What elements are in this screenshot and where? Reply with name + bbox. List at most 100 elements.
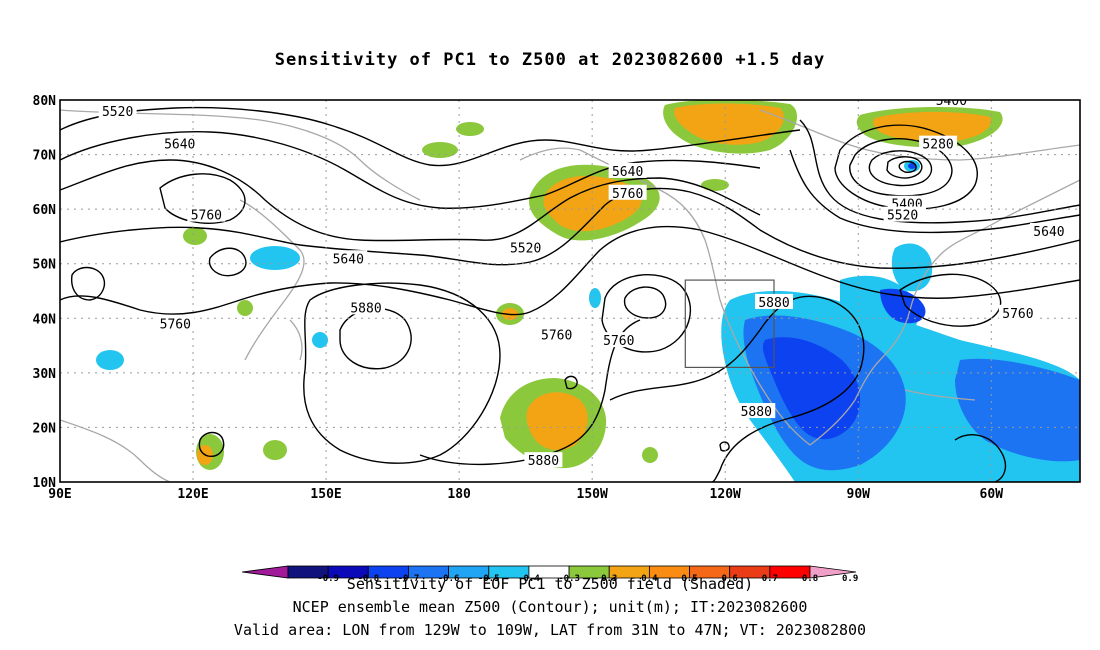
contour-label-bg <box>737 403 776 419</box>
shade-negative-patch <box>908 163 916 169</box>
lat-tick-label: 20N <box>33 421 57 436</box>
lat-tick-label: 50N <box>33 258 57 273</box>
colorbar-label: -0.4 <box>518 574 540 584</box>
contour-label: 5520 <box>887 209 918 224</box>
contour-label: 5760 <box>541 329 572 344</box>
colorbar-label: 0.7 <box>762 574 778 584</box>
contour-label-bg <box>524 452 563 468</box>
contour-label-bg <box>160 135 199 151</box>
contour-label: 5520 <box>102 105 133 120</box>
caption-valid-area: Valid area: LON from 129W to 109W, LAT f… <box>233 621 867 639</box>
contour-label: 5760 <box>160 318 191 333</box>
contour-label: 5880 <box>528 454 559 469</box>
shade-positive-patch <box>422 142 458 158</box>
contour-label-bg <box>329 250 368 266</box>
colorbar-label: -0.7 <box>398 574 420 584</box>
lon-tick-label: 150E <box>310 487 341 502</box>
coastlines <box>60 109 1080 482</box>
shade-positive-patch <box>456 122 484 136</box>
contour-label-bg <box>608 184 647 200</box>
lat-tick-label: 30N <box>33 367 57 382</box>
contour-labels: 5520 5640 5760 5640 5880 5760 5520 5640 5760 5760… <box>98 94 1068 469</box>
lat-tick-label: 10N <box>33 476 57 491</box>
contour-label: 5400 <box>936 94 967 109</box>
contour-label: 5760 <box>1002 307 1033 322</box>
contour-label: 5640 <box>1033 225 1064 240</box>
shade-positive-patch <box>183 227 207 245</box>
colorbar-label: 0.6 <box>722 574 738 584</box>
colorbar-label: 0.4 <box>641 574 658 584</box>
contour-label-bg <box>347 299 385 315</box>
colorbar-label: -0.9 <box>317 574 339 584</box>
lat-lon-grid <box>60 100 1080 482</box>
shade-positive-patch <box>701 179 729 191</box>
lon-tick-label: 90W <box>847 487 871 502</box>
contour-label: 5520 <box>510 241 541 256</box>
contour-label-bg <box>1029 222 1068 238</box>
lat-tick-label: 70N <box>33 149 57 164</box>
contour-label: 5880 <box>741 405 772 420</box>
contour-label-bg <box>998 304 1037 320</box>
contour-label-bg <box>537 326 576 342</box>
lon-tick-label: 150W <box>577 487 608 502</box>
colorbar-label: -0.5 <box>478 574 500 584</box>
contour-label: 5760 <box>191 209 222 224</box>
shaded-positive-regions <box>183 100 1003 470</box>
contour-label-bg <box>608 162 647 178</box>
contour-label: 5880 <box>758 296 789 311</box>
valid-area-box <box>684 279 775 369</box>
contour-label: 5760 <box>612 187 643 202</box>
shade-negative-patch <box>250 246 300 270</box>
shade-negative-east-pacific-deep <box>762 337 861 440</box>
lon-tick-label: 60W <box>980 487 1004 502</box>
colorbar-label: 0.5 <box>681 574 697 584</box>
contour-label-bg <box>755 293 793 309</box>
shade-positive-greenland-core <box>873 111 991 142</box>
lon-tick-label: 120E <box>177 487 208 502</box>
lat-tick-label: 40N <box>33 312 57 327</box>
contour-label: 5640 <box>333 252 364 267</box>
colorbar-label: -0.6 <box>438 574 460 584</box>
contour-label-bg <box>932 100 971 107</box>
colorbar-end-high <box>809 565 857 579</box>
colorbar-label: 0.3 <box>601 574 617 584</box>
contour-label-bg <box>599 332 638 348</box>
contour-label-bg <box>98 102 137 118</box>
shade-negative-patch <box>312 332 328 348</box>
contour-label-bg <box>883 206 922 222</box>
contour-label-bg <box>919 135 958 151</box>
shade-positive-patch <box>642 447 658 463</box>
contour-label: 5280 <box>922 138 953 153</box>
map-title: Sensitivity of PC1 to Z500 at 2023082600… <box>274 50 826 70</box>
map-frame <box>59 99 1081 483</box>
lon-tick-label: 180 <box>447 487 471 502</box>
shade-negative-atlantic <box>955 358 1080 462</box>
contour-label-bg <box>187 206 226 222</box>
contour-label: 5760 <box>603 334 634 349</box>
shade-positive-patch <box>263 440 287 460</box>
shade-negative-patch <box>96 350 124 370</box>
lon-tick-label: 120W <box>710 487 741 502</box>
axis-ticks: 90E 120E 150E 180 150W 120W 90W 60W 80N 70N 60N 50N… <box>33 94 1004 502</box>
lat-tick-label: 80N <box>33 94 57 109</box>
colorbar-label: -0.3 <box>558 574 580 584</box>
colorbar-label: 0.9 <box>842 574 858 584</box>
contour-label-bg <box>156 315 195 331</box>
shade-positive-subtropic-core <box>526 392 588 451</box>
z500-contours <box>60 106 1080 482</box>
lat-tick-label: 60N <box>33 203 57 218</box>
shade-positive-arctic-core <box>674 103 784 145</box>
colorbar-label: -0.8 <box>357 574 379 584</box>
shade-positive-patch <box>237 300 253 316</box>
contour-label: 5640 <box>612 165 643 180</box>
caption-shading: Sensitivity of EOF PC1 to Z500 field (Sh… <box>346 575 754 593</box>
lon-tick-label: 90E <box>48 487 71 502</box>
colorbar-label: 0.8 <box>802 574 818 584</box>
contour-label: 5880 <box>350 301 381 316</box>
caption-contour: NCEP ensemble mean Z500 (Contour); unit(… <box>292 598 808 616</box>
contour-label-bg <box>506 239 545 255</box>
contour-label: 5640 <box>164 138 195 153</box>
shaded-negative-regions <box>96 160 1080 482</box>
